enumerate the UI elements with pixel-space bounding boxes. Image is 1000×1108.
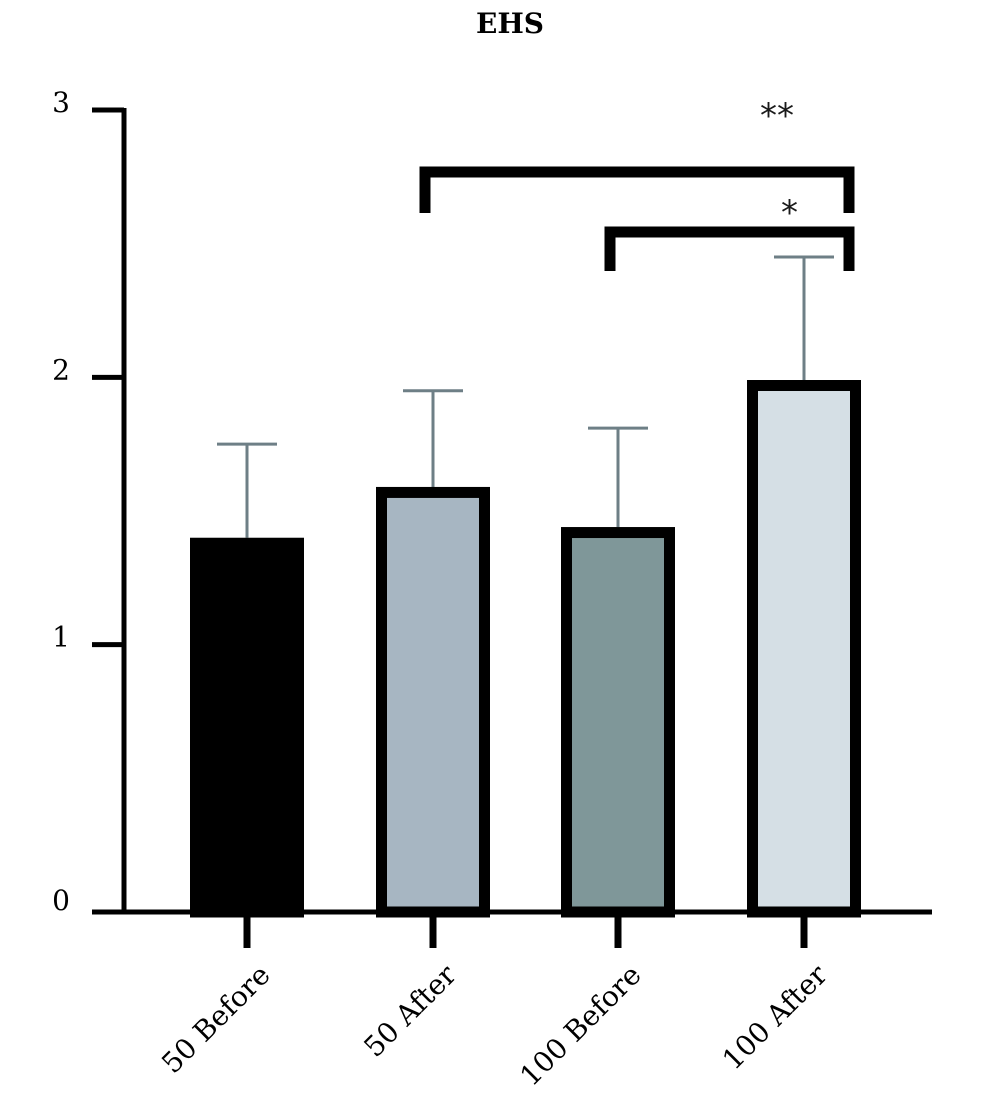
significance-bracket [604, 226, 855, 271]
y-tick-label: 3 [52, 86, 70, 119]
y-tick-label: 1 [52, 621, 70, 654]
bar [747, 380, 861, 918]
chart-title: EHS [476, 7, 544, 40]
x-tick-label: 50 Before [155, 958, 277, 1080]
bar [190, 537, 304, 918]
y-tick-label: 2 [52, 353, 70, 386]
significance-bracket [419, 166, 855, 213]
x-tick-label: 50 After [357, 958, 463, 1064]
y-tick-label: 0 [52, 884, 70, 917]
bar [561, 527, 675, 918]
plot-area: 0 1 2 3 50 Before 50 After 100 Before 100 After… [52, 86, 932, 1092]
significance-label: ** [760, 96, 794, 136]
x-tick-label: 100 After [716, 958, 834, 1076]
x-tick-label: 100 Before [514, 958, 648, 1092]
bar [376, 486, 490, 918]
significance-label: * [781, 193, 798, 233]
